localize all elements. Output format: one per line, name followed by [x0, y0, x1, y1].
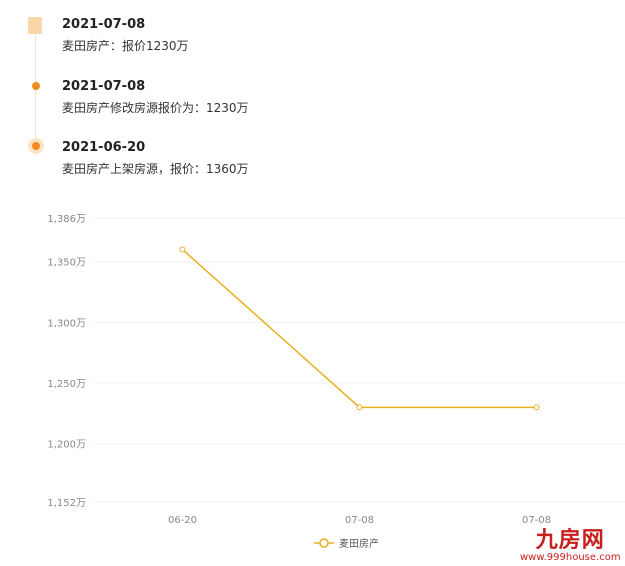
timeline-text: 麦田房产：报价1230万	[62, 39, 189, 53]
timeline-date: 2021-06-20	[62, 140, 146, 155]
timeline-date: 2021-07-08	[62, 79, 146, 94]
data-point	[356, 404, 363, 411]
x-tick-label: 07-08	[345, 515, 374, 526]
y-tick-label: 1,200万	[47, 440, 86, 451]
building-icon	[28, 17, 42, 34]
timeline-text: 麦田房产修改房源报价为：1230万	[62, 101, 249, 115]
watermark-logo: 九房网 www.999house.com	[520, 529, 621, 564]
y-tick-label: 1,250万	[47, 379, 86, 390]
y-tick-label: 1,386万	[47, 214, 86, 225]
watermark-url: www.999house.com	[520, 552, 621, 563]
y-tick-label: 1,152万	[47, 498, 86, 509]
timeline-text: 麦田房产上架房源，报价：1360万	[62, 162, 249, 176]
series-line	[182, 248, 537, 409]
dot-icon	[32, 82, 40, 90]
timeline-line	[35, 34, 36, 146]
legend-label: 麦田房产	[339, 537, 379, 550]
timeline-date: 2021-07-08	[62, 17, 146, 32]
legend-marker	[319, 538, 329, 548]
watermark-logo-text: 九房网	[535, 528, 605, 553]
y-tick-label: 1,300万	[47, 318, 86, 329]
data-point	[179, 246, 186, 253]
y-tick-label: 1,350万	[47, 258, 86, 269]
x-tick-label: 06-20	[168, 515, 197, 526]
dot-icon	[32, 142, 40, 150]
data-point	[533, 404, 540, 411]
x-tick-label: 07-08	[522, 515, 551, 526]
price-timeline: 2021-07-08 麦田房产：报价1230万 2021-07-08 麦田房产修…	[0, 0, 625, 190]
